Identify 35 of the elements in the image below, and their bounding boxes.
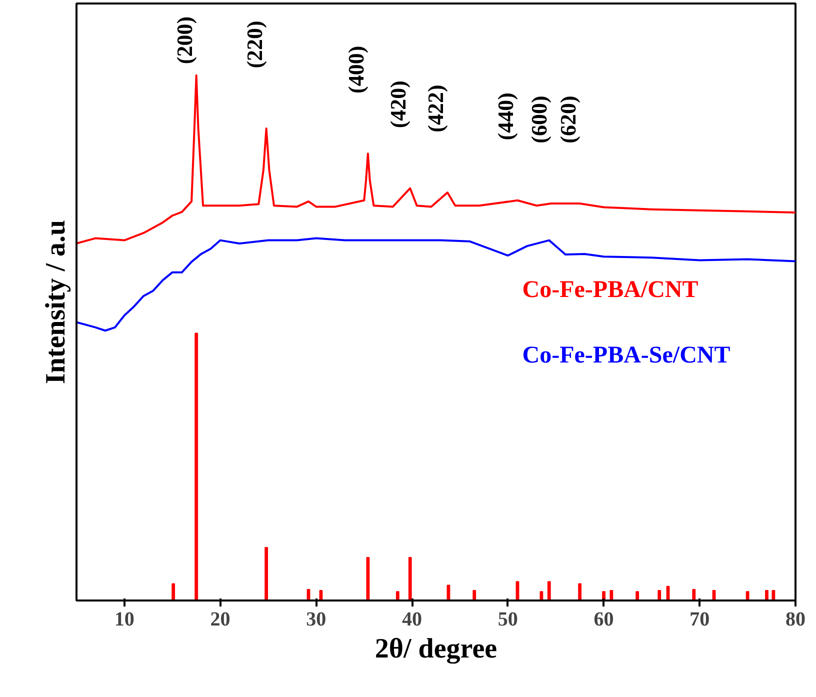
text: Co-Fe-PBA-Se/CNT: [522, 342, 730, 369]
bar: [396, 591, 400, 600]
bar: [547, 581, 551, 600]
x-tick-label: 80: [786, 608, 806, 630]
annotation: (422): [423, 84, 448, 132]
bar: [692, 588, 696, 600]
x-tick-label: 30: [306, 608, 326, 630]
x-tick-label: 10: [114, 608, 134, 630]
bar: [636, 591, 640, 600]
text: Co-Fe-PBA/CNT: [522, 277, 698, 304]
annotation: (440): [492, 92, 518, 140]
bar: [366, 556, 370, 600]
annotation: (420): [386, 80, 411, 128]
bar: [172, 583, 176, 600]
bar: [610, 590, 614, 600]
annotation: (400): [343, 46, 368, 94]
x-tick-label: 20: [210, 608, 230, 630]
bar: [264, 546, 268, 600]
x-tick-label: 40: [402, 608, 422, 630]
bar: [765, 590, 768, 600]
annotation: (620): [555, 96, 580, 144]
x-tick-label: 70: [690, 608, 710, 630]
bar: [408, 556, 412, 600]
bar: [472, 590, 476, 600]
annotation: (220): [242, 20, 267, 68]
x-tick-label: 60: [594, 608, 614, 630]
x-axis-title: 2θ/ degree: [374, 634, 498, 664]
bar: [658, 590, 662, 600]
annotation: (600): [526, 96, 552, 144]
y-axis-title: Intensity / a.u: [40, 220, 72, 384]
bar: [194, 332, 198, 600]
bar: [746, 591, 750, 600]
annotation: (200): [172, 16, 197, 64]
bar: [578, 583, 582, 600]
x-tick-label: 50: [498, 608, 518, 630]
